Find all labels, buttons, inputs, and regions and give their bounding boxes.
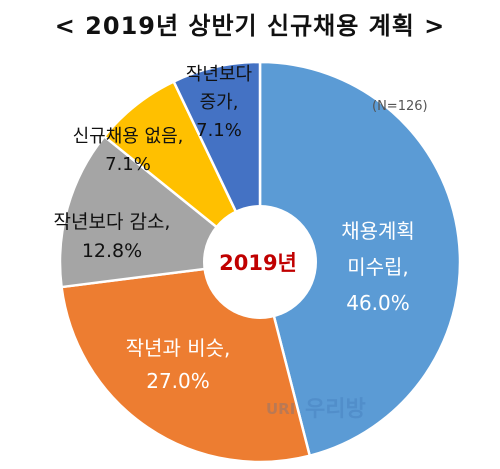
slice-label-3: 작년보다 감소, 12.8% [54, 211, 171, 262]
watermark-letters: URI [266, 400, 295, 418]
slice-1 [258, 60, 462, 457]
center-label: 2019년 [219, 251, 297, 275]
slice-label-5: 작년보다 증가, 7.1% [186, 64, 253, 141]
slice-labels-group: 채용계획 미수립, 46.0% 작년과 비슷, 27.0% 작년보다 감소, 12.8% 신규… [54, 64, 415, 393]
slice-label-1: 채용계획 미수립, 46.0% [341, 219, 415, 315]
donut-hole [203, 205, 317, 319]
chart-title: < 2019년 상반기 신규채용 계획 > [54, 12, 446, 40]
slice-label-2: 작년과 비슷, 27.0% [126, 336, 231, 393]
watermark-logo: URI 우리방 [266, 397, 366, 422]
watermark-text: 우리방 [305, 397, 366, 422]
slice-label-4: 신규채용 없음, 7.1% [73, 126, 184, 175]
sample-size-note: (N=126) [372, 99, 428, 114]
